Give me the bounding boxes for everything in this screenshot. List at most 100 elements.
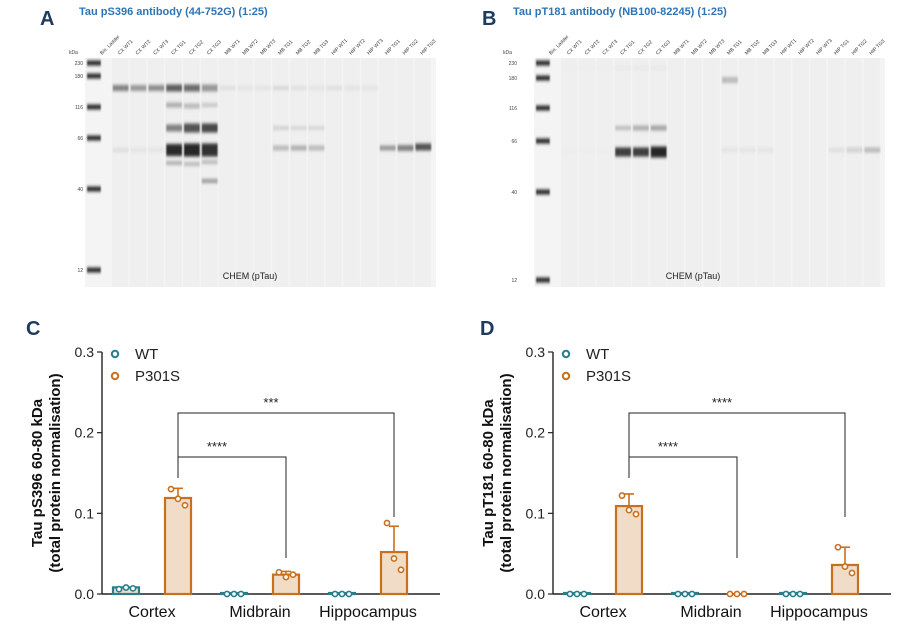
protein-band <box>130 85 147 91</box>
lane-bg <box>810 58 827 287</box>
marker-label: 116 <box>509 106 517 112</box>
protein-band <box>148 85 165 91</box>
lane-label: CX WT1 <box>566 39 584 57</box>
protein-band <box>112 85 129 91</box>
lane-bg <box>290 58 307 287</box>
lane-bg <box>792 58 809 287</box>
protein-band <box>130 148 147 152</box>
data-point <box>230 590 238 598</box>
lane-label: CX TG2 <box>637 39 654 56</box>
protein-band <box>273 86 289 90</box>
lane-label: MB WT1 <box>673 38 691 56</box>
lane-bg <box>325 58 342 287</box>
data-point <box>681 590 689 598</box>
protein-band <box>166 84 182 92</box>
ladder-band <box>87 73 101 79</box>
legend-marker <box>561 349 571 359</box>
lane-bg <box>236 58 253 287</box>
data-point <box>733 590 741 598</box>
data-point <box>834 543 842 551</box>
ladder-band <box>87 135 101 141</box>
protein-band <box>397 145 414 151</box>
lane-bg <box>379 58 396 287</box>
protein-band <box>579 66 596 70</box>
protein-band <box>184 123 200 133</box>
y-axis-label: Tau pT181 60-80 kDa <box>480 399 497 547</box>
protein-band <box>201 143 218 157</box>
data-point <box>726 590 734 598</box>
data-point <box>237 590 245 598</box>
marker-label: 40 <box>511 190 517 196</box>
lane-bg <box>129 58 147 287</box>
data-point <box>390 555 398 562</box>
data-point <box>338 590 346 598</box>
lane-label: CX TG3 <box>655 39 672 56</box>
lane-label: CX TG3 <box>206 39 223 56</box>
data-point <box>397 566 405 574</box>
data-point <box>632 510 640 518</box>
data-point <box>618 492 626 499</box>
kda-header: kDa <box>69 50 78 56</box>
protein-band <box>290 145 307 151</box>
protein-band <box>739 148 756 152</box>
ladder-band <box>536 105 550 111</box>
bar <box>163 496 193 596</box>
protein-band <box>326 86 343 90</box>
protein-band <box>633 125 649 131</box>
y-axis-label: Tau pS396 60-80 kDa <box>29 398 46 547</box>
data-point <box>688 590 696 598</box>
bar <box>379 550 409 596</box>
significance-label: **** <box>712 395 732 410</box>
lane-bg <box>739 58 756 287</box>
lane-label: CX TG1 <box>170 39 187 56</box>
legend-marker <box>110 349 120 359</box>
marker-label: 12 <box>511 278 517 284</box>
significance-bracket <box>177 456 287 558</box>
protein-band <box>184 143 200 157</box>
legend-marker <box>561 371 571 381</box>
protein-band <box>166 161 182 165</box>
y-axis-label: (total protein normalisation) <box>498 373 515 572</box>
lane-label: MB WT1 <box>224 38 242 56</box>
data-point <box>782 590 790 598</box>
y-axis-label: (total protein normalisation) <box>47 373 64 572</box>
lane-label: HIP TG1 <box>833 38 851 56</box>
x-tick-label: Hippocampus <box>770 604 868 621</box>
significance-bracket <box>628 412 846 517</box>
protein-band <box>597 148 614 152</box>
protein-band <box>757 148 774 152</box>
protein-band <box>615 66 631 70</box>
protein-band <box>308 86 325 90</box>
lane-bg <box>845 58 863 287</box>
panel-b-title: Tau pT181 antibody (NB100-82245) (1:25) <box>513 6 727 18</box>
ladder-band <box>87 186 101 192</box>
lane-label: MB TG3 <box>762 39 779 56</box>
protein-band <box>201 123 218 133</box>
protein-band <box>650 125 667 131</box>
significance-label: **** <box>207 439 227 454</box>
lane-label: HIP TG1 <box>384 38 402 56</box>
legend-label: WT <box>135 346 158 363</box>
marker-label: 12 <box>77 268 83 274</box>
x-tick-label: Hippocampus <box>319 604 417 621</box>
protein-band <box>184 103 200 109</box>
lane-label: HIP WT2 <box>797 38 816 57</box>
protein-band <box>201 84 218 92</box>
protein-band <box>148 148 165 152</box>
protein-band <box>273 145 289 151</box>
legend-label: WT <box>586 346 609 363</box>
legend-label: P301S <box>135 368 180 385</box>
lane-label: MB WT2 <box>690 38 708 56</box>
lane-bg <box>667 58 685 287</box>
protein-band <box>184 84 200 92</box>
protein-band <box>828 148 845 152</box>
lane-label: HIP WT3 <box>815 38 834 57</box>
lane-bg <box>272 58 289 287</box>
x-tick-label: Midbrain <box>680 604 741 621</box>
protein-band <box>362 86 378 90</box>
lane-bg <box>112 58 129 287</box>
data-point <box>223 590 231 598</box>
data-point <box>383 519 391 527</box>
lane-label: HIP TG2 <box>851 38 869 56</box>
lane-label: CX WT2 <box>584 39 602 57</box>
